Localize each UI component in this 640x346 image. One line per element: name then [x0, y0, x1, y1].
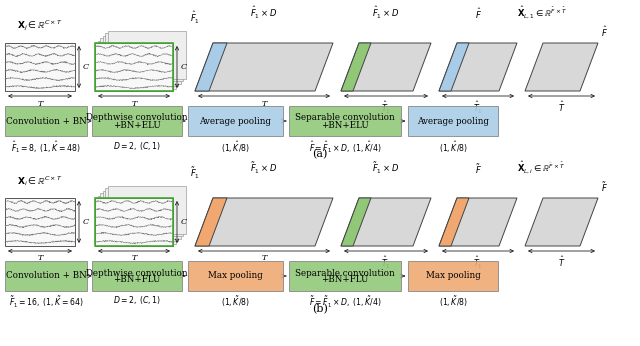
Bar	[97, 195, 175, 244]
Text: T: T	[37, 255, 43, 263]
Bar	[92, 106, 182, 136]
Text: $D=2,\;(C,1)$: $D=2,\;(C,1)$	[113, 139, 161, 152]
Text: $\tilde{F}_1=16,\;(1,\tilde{K}=64)$: $\tilde{F}_1=16,\;(1,\tilde{K}=64)$	[9, 294, 83, 310]
Text: $D=2,\;(C,1)$: $D=2,\;(C,1)$	[113, 294, 161, 307]
Text: Max pooling: Max pooling	[208, 272, 263, 281]
Text: $\hat{T}$: $\hat{T}$	[558, 100, 565, 114]
Text: T: T	[131, 100, 137, 108]
Polygon shape	[439, 198, 517, 246]
Text: $\tilde{F}$: $\tilde{F}$	[601, 180, 608, 194]
Text: +BN+FLU: +BN+FLU	[321, 275, 369, 284]
Text: $(1,\hat{K}/8)$: $(1,\hat{K}/8)$	[221, 139, 250, 155]
Bar	[188, 106, 283, 136]
Text: $\hat{F}_1\times D$: $\hat{F}_1\times D$	[372, 5, 399, 21]
Bar	[5, 106, 87, 136]
Text: Average pooling: Average pooling	[200, 117, 271, 126]
Text: $\tilde{F}_1$: $\tilde{F}_1$	[190, 166, 200, 181]
Bar	[92, 261, 182, 291]
Polygon shape	[341, 43, 431, 91]
Text: $\tilde{F}_1\times D$: $\tilde{F}_1\times D$	[372, 161, 399, 176]
Text: $\hat{F}$: $\hat{F}$	[601, 25, 608, 39]
Bar	[108, 30, 186, 79]
Bar	[95, 43, 173, 91]
Text: Separable convolution: Separable convolution	[295, 113, 395, 122]
Text: $\hat{T}_1$: $\hat{T}_1$	[473, 255, 483, 271]
Polygon shape	[525, 198, 598, 246]
Bar	[105, 33, 183, 81]
Polygon shape	[195, 198, 333, 246]
Text: Depthwise convolution: Depthwise convolution	[86, 113, 188, 122]
Text: $\hat{F}_1$: $\hat{F}_1$	[190, 10, 200, 26]
Bar	[5, 43, 75, 91]
Bar	[100, 193, 178, 241]
Text: (a): (a)	[312, 149, 328, 159]
Bar	[95, 43, 173, 91]
Text: $\hat{F}_1\times D$: $\hat{F}_1\times D$	[250, 5, 278, 21]
Text: $\hat{\mathbf{X}}_{L,1}\in\mathbb{R}^{\hat{F}\times\hat{T}}$: $\hat{\mathbf{X}}_{L,1}\in\mathbb{R}^{\h…	[517, 5, 567, 21]
Polygon shape	[439, 198, 469, 246]
Bar	[102, 36, 180, 83]
Text: $\hat{T}_1$: $\hat{T}_1$	[473, 100, 483, 116]
Text: Convolution + BN: Convolution + BN	[6, 272, 86, 281]
Text: T: T	[261, 100, 267, 108]
Text: $\hat{T}_1$: $\hat{T}_1$	[381, 100, 391, 116]
Polygon shape	[195, 43, 227, 91]
Bar	[408, 261, 498, 291]
Text: Separable convolution: Separable convolution	[295, 268, 395, 277]
Text: $\hat{T}_1$: $\hat{T}_1$	[381, 255, 391, 271]
Text: T: T	[131, 255, 137, 263]
Text: T: T	[261, 255, 267, 263]
Text: +BN+ELU: +BN+ELU	[321, 120, 369, 129]
Bar	[108, 185, 186, 234]
Text: Convolution + BN: Convolution + BN	[6, 117, 86, 126]
Text: $\hat{F}$: $\hat{F}$	[474, 7, 481, 21]
Text: Max pooling: Max pooling	[426, 272, 481, 281]
Polygon shape	[341, 198, 431, 246]
Text: $\hat{T}$: $\hat{T}$	[558, 255, 565, 269]
Bar	[188, 261, 283, 291]
Text: $(1,\hat{K}/8)$: $(1,\hat{K}/8)$	[439, 139, 467, 155]
Text: C: C	[180, 63, 187, 71]
Text: $\tilde{F}$: $\tilde{F}$	[474, 162, 481, 176]
Text: $\tilde{F}=\tilde{F}_1\times D,\;(1,\tilde{K}/4)$: $\tilde{F}=\tilde{F}_1\times D,\;(1,\til…	[308, 294, 381, 310]
Bar	[95, 198, 173, 246]
Text: Average pooling: Average pooling	[417, 117, 489, 126]
Text: (b): (b)	[312, 304, 328, 314]
Text: C: C	[83, 218, 88, 226]
Bar	[102, 191, 180, 238]
Polygon shape	[439, 43, 517, 91]
Text: Depthwise convolution: Depthwise convolution	[86, 268, 188, 277]
Bar	[5, 261, 87, 291]
Polygon shape	[525, 43, 598, 91]
Text: $\hat{F}_1=8,\;(1,\hat{K}=48)$: $\hat{F}_1=8,\;(1,\hat{K}=48)$	[12, 139, 81, 155]
Bar	[105, 188, 183, 236]
Text: $\mathbf{X}_j \in \mathbb{R}^{C\times T}$: $\mathbf{X}_j \in \mathbb{R}^{C\times T}…	[17, 18, 63, 33]
Text: $\tilde{F}_1\times D$: $\tilde{F}_1\times D$	[250, 161, 278, 176]
Polygon shape	[195, 43, 333, 91]
Polygon shape	[439, 43, 469, 91]
Bar	[289, 261, 401, 291]
Text: $\mathbf{X}_i \in \mathbb{R}^{C\times T}$: $\mathbf{X}_i \in \mathbb{R}^{C\times T}…	[17, 174, 63, 188]
Bar	[289, 106, 401, 136]
Text: C: C	[83, 63, 88, 71]
Bar	[95, 198, 173, 246]
Bar	[408, 106, 498, 136]
Text: $(1,\tilde{K}/8)$: $(1,\tilde{K}/8)$	[221, 294, 250, 309]
Text: +BN+ELU: +BN+ELU	[113, 120, 161, 129]
Bar	[97, 40, 175, 89]
Polygon shape	[341, 198, 371, 246]
Bar	[100, 38, 178, 86]
Text: $\hat{\mathbf{X}}_{L,i}\in\mathbb{R}^{\tilde{F}\times\hat{T}}$: $\hat{\mathbf{X}}_{L,i}\in\mathbb{R}^{\t…	[517, 160, 565, 176]
Text: $(1,\tilde{K}/8)$: $(1,\tilde{K}/8)$	[439, 294, 467, 309]
Polygon shape	[341, 43, 371, 91]
Text: $\hat{F}=\hat{F}_1\times D,\;(1,\hat{K}/4)$: $\hat{F}=\hat{F}_1\times D,\;(1,\hat{K}/…	[308, 139, 381, 155]
Bar	[5, 198, 75, 246]
Text: C: C	[180, 218, 187, 226]
Text: +BN+FLU: +BN+FLU	[113, 275, 161, 284]
Polygon shape	[195, 198, 227, 246]
Text: T: T	[37, 100, 43, 108]
